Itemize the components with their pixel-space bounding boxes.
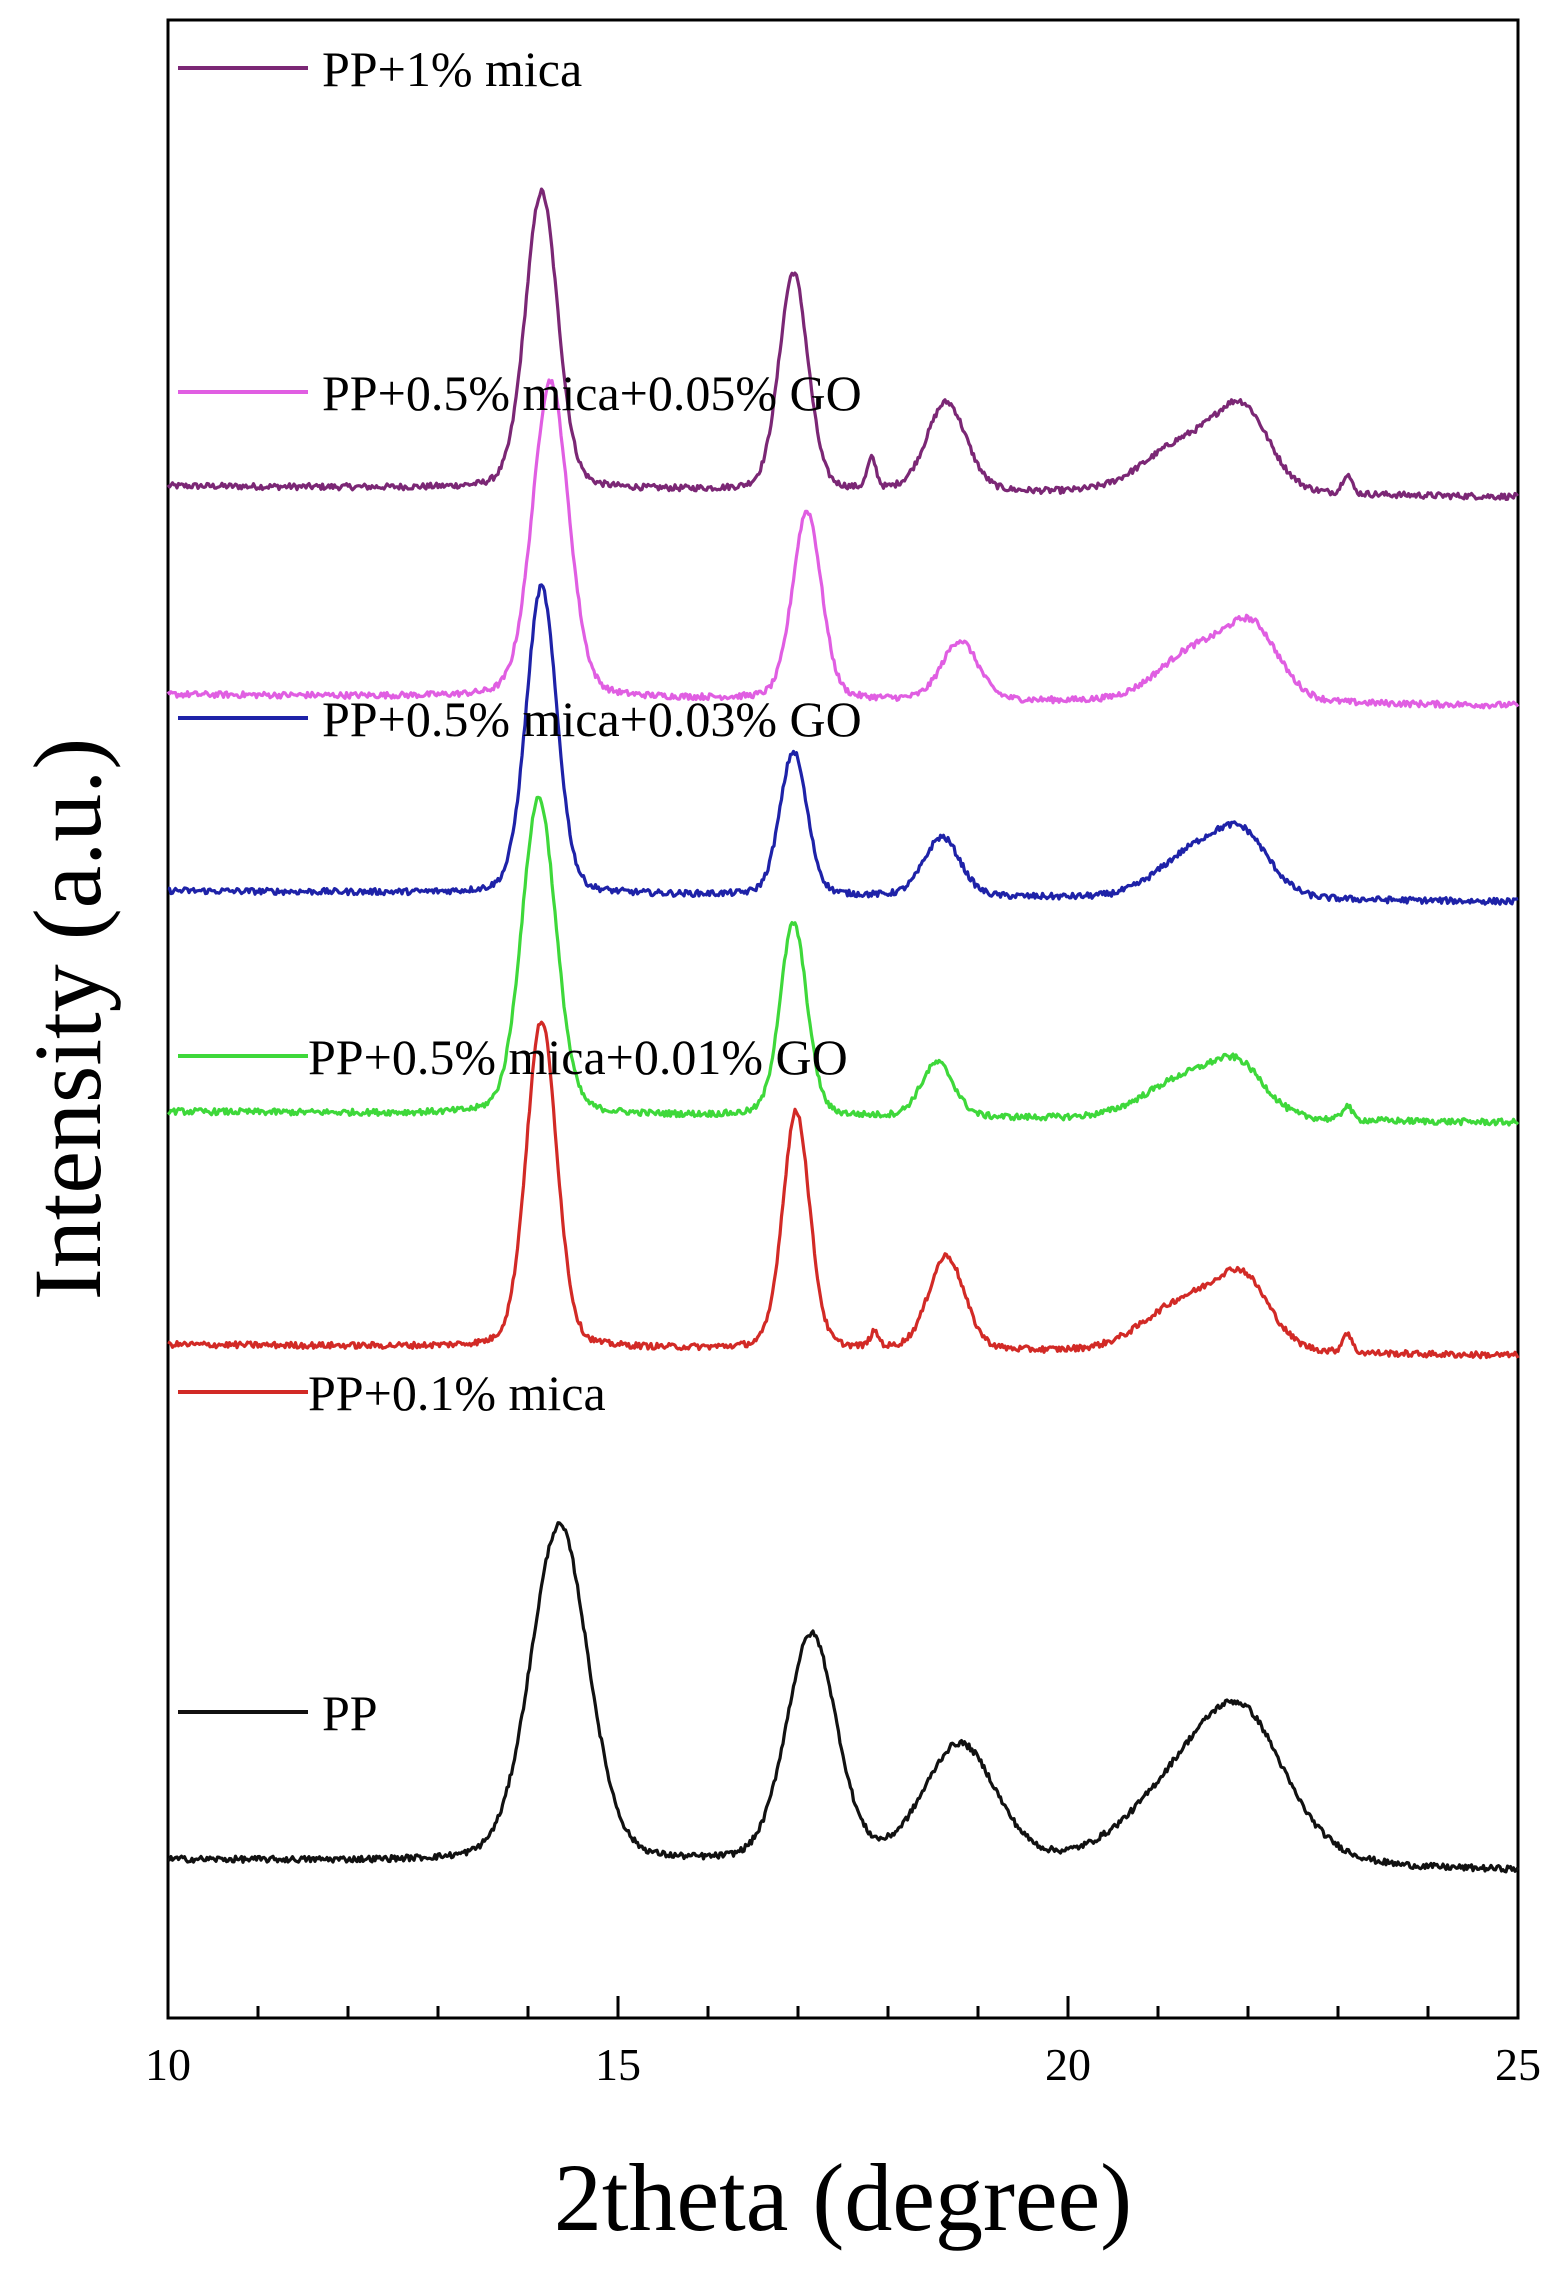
x-tick-label: 10 — [145, 2039, 191, 2090]
legend-label: PP+0.5% mica+0.03% GO — [322, 691, 862, 747]
series-line — [166, 378, 1520, 710]
x-axis-ticks: 10 15 20 25 — [145, 1996, 1541, 2090]
series-line — [167, 583, 1519, 906]
x-tick-label: 20 — [1045, 2039, 1091, 2090]
legend-label: PP+0.5% mica+0.01% GO — [308, 1029, 848, 1085]
y-axis-title: Intensity (a.u.) — [14, 738, 121, 1301]
legend-layer: PP+1% mica PP+0.5% mica+0.05% GO PP+0.5% m… — [178, 41, 862, 1741]
series-line — [166, 187, 1519, 501]
series-layer — [166, 187, 1520, 1874]
x-tick-label: 15 — [595, 2039, 641, 2090]
x-tick-label: 25 — [1495, 2039, 1541, 2090]
series-line — [167, 1020, 1520, 1360]
legend-label: PP+1% mica — [322, 41, 582, 97]
legend-label: PP — [322, 1685, 378, 1741]
x-axis-title: 2theta (degree) — [554, 2144, 1132, 2251]
legend-label: PP+0.5% mica+0.05% GO — [322, 365, 862, 421]
legend-label: PP+0.1% mica — [308, 1365, 606, 1421]
plot-frame — [166, 18, 1520, 2020]
series-line — [167, 1521, 1520, 1874]
series-line — [166, 795, 1520, 1127]
